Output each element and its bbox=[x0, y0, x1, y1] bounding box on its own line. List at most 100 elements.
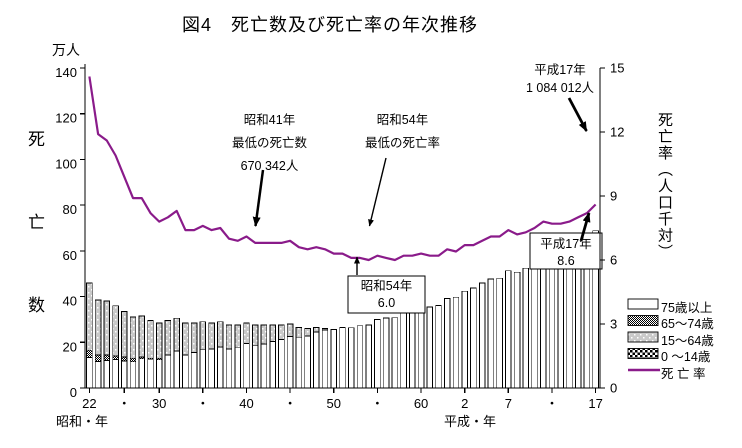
legend-swatch bbox=[627, 298, 659, 310]
bar-segment bbox=[470, 287, 477, 389]
right-tick-label: 9 bbox=[610, 189, 617, 204]
x-tick-label: 22 bbox=[82, 396, 96, 411]
era-label-heisei: 平成・年 bbox=[443, 414, 496, 429]
annotation-latest-deaths: 平成17年 1 084 012人 bbox=[497, 62, 623, 97]
annotation-arrows bbox=[252, 97, 591, 275]
tick-labels: 0 20 40 60 80 100 120 140 0 3 6 9 12 15 22 ・ 30 ・ 40 ・ 50 ・ 60… bbox=[55, 61, 624, 412]
right-tick-label: 3 bbox=[610, 317, 617, 332]
annotation-line: 最低の死亡率 bbox=[364, 136, 440, 150]
left-axis-label: 死亡数 bbox=[25, 130, 44, 379]
bar-segment bbox=[94, 361, 102, 389]
right-tick-label: 12 bbox=[610, 125, 624, 140]
bar-segment bbox=[121, 360, 128, 389]
bar-segment bbox=[234, 346, 241, 389]
bar-segment bbox=[103, 360, 111, 389]
bar-segment bbox=[295, 336, 303, 389]
legend-swatch bbox=[627, 331, 659, 343]
x-tick-label: ・ bbox=[118, 396, 131, 411]
bar-segment bbox=[304, 335, 311, 389]
annotation-line: 6.0 bbox=[377, 295, 396, 310]
x-tick-label: ・ bbox=[196, 396, 209, 411]
legend-label-15-64: 15～64歳 bbox=[661, 333, 714, 348]
death-rate-line bbox=[88, 76, 597, 262]
bar-segment bbox=[86, 357, 93, 389]
bar-segment bbox=[409, 311, 416, 389]
annotation-line: 最低の死亡数 bbox=[231, 136, 307, 150]
bar-segment bbox=[513, 271, 521, 389]
left-tick-label: 0 bbox=[70, 385, 77, 400]
arrow-lowest-rate bbox=[368, 157, 387, 227]
bar-segment bbox=[348, 327, 355, 389]
bar-segment bbox=[522, 267, 530, 389]
left-tick-label: 60 bbox=[63, 248, 77, 263]
arrow-box-2005 bbox=[579, 212, 591, 242]
right-tick-label: 6 bbox=[610, 253, 617, 268]
bar-segment bbox=[452, 296, 460, 389]
bar-segment bbox=[321, 329, 329, 389]
callout-boxes bbox=[347, 232, 603, 314]
left-tick-label: 120 bbox=[55, 111, 77, 126]
callout-box-2005 bbox=[529, 232, 603, 270]
bar-segment bbox=[365, 324, 372, 389]
left-tick-label: 140 bbox=[55, 65, 77, 80]
legend-swatch bbox=[627, 348, 659, 359]
bar-segment bbox=[391, 317, 399, 389]
bar-segment bbox=[129, 361, 137, 389]
chart-title: 図4 死亡数及び死亡率の年次推移 bbox=[181, 15, 478, 35]
left-tick-label: 20 bbox=[63, 339, 77, 354]
arrow-latest-deaths bbox=[567, 97, 588, 132]
callout-text-1979: 昭和54年 6.0 bbox=[348, 278, 425, 311]
bar-segment bbox=[435, 305, 442, 389]
x-tick-label: 2 bbox=[461, 396, 468, 411]
annotation-line: 昭和41年 bbox=[243, 113, 296, 127]
era-label-showa: 昭和・年 bbox=[56, 414, 109, 429]
bar-segment bbox=[190, 352, 198, 389]
bar-segment bbox=[400, 312, 407, 389]
x-tick-label: ・ bbox=[371, 396, 384, 411]
bar-segment bbox=[286, 336, 294, 389]
bar-segment bbox=[243, 343, 250, 389]
bar-segment bbox=[505, 270, 512, 389]
bar-segment bbox=[278, 339, 285, 389]
bar-segment bbox=[374, 319, 381, 389]
bar-segment bbox=[173, 350, 180, 389]
x-tick-label: 17 bbox=[588, 396, 602, 411]
bar-segment bbox=[548, 256, 556, 389]
bar-segment bbox=[417, 308, 425, 389]
bar-segment bbox=[426, 306, 433, 389]
bar-segment bbox=[155, 359, 163, 389]
bar-segment bbox=[208, 348, 215, 389]
right-axis-label: 死亡率（人口千対） bbox=[656, 112, 673, 261]
bar-segment bbox=[478, 282, 486, 389]
bar-segment bbox=[444, 297, 451, 389]
x-tick-label: 50 bbox=[327, 396, 341, 411]
left-axis-unit: 万人 bbox=[52, 42, 80, 58]
legend-swatch bbox=[627, 315, 659, 326]
x-tick-label: 60 bbox=[414, 396, 428, 411]
bar-segment bbox=[252, 345, 259, 389]
left-tick-label: 40 bbox=[63, 294, 77, 309]
bar-segment bbox=[487, 278, 495, 389]
bar-segment bbox=[182, 354, 189, 389]
annotation-lowest-rate: 昭和54年 最低の死亡率 bbox=[325, 109, 480, 155]
annotation-line: 昭和54年 bbox=[360, 279, 413, 293]
annotation-line: 平成17年 bbox=[540, 237, 592, 251]
bar-segment bbox=[112, 359, 119, 389]
bar-segment bbox=[540, 254, 547, 389]
bar-segment bbox=[356, 325, 364, 389]
bar-segment bbox=[199, 349, 207, 389]
annotation-line: 昭和54年 bbox=[376, 113, 429, 127]
annotation-lowest-deaths: 昭和41年 最低の死亡数 670 342人 bbox=[192, 109, 347, 178]
right-tick-label: 15 bbox=[610, 61, 624, 76]
legend-label-rate: 死 亡 率 bbox=[661, 366, 706, 381]
bar-segment bbox=[461, 290, 468, 389]
legend-swatches bbox=[627, 298, 660, 372]
bar-segment bbox=[313, 331, 320, 389]
axes bbox=[80, 64, 605, 393]
callout-box-1979 bbox=[347, 275, 426, 314]
rate-line-group bbox=[88, 76, 597, 262]
left-tick-label: 80 bbox=[63, 202, 77, 217]
annotation-line: 670 342人 bbox=[240, 159, 299, 173]
x-tick-label: ・ bbox=[545, 396, 558, 411]
